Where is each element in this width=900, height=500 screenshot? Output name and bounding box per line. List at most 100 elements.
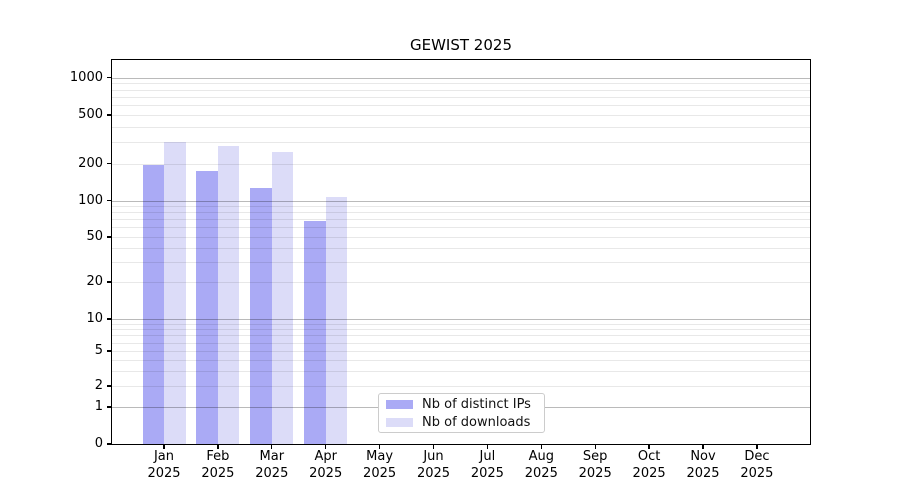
y-tick-label: 2 — [94, 378, 103, 393]
x-tick-label-year: 2025 — [578, 465, 612, 481]
gridline-minor — [112, 386, 810, 387]
x-tick-mark — [540, 444, 542, 449]
legend-label-downloads: Nb of downloads — [422, 414, 531, 430]
bar-jan-downloads — [164, 142, 186, 444]
x-tick-label: Dec 2025 — [726, 449, 788, 482]
legend-entry-downloads: Nb of downloads — [386, 414, 537, 430]
y-tick-label: 20 — [86, 274, 103, 289]
x-tick-label-year: 2025 — [201, 465, 235, 481]
gridline-minor — [112, 212, 810, 214]
x-tick-label-year: 2025 — [309, 465, 343, 481]
y-tick-mark — [106, 114, 111, 116]
y-tick-label: 100 — [78, 192, 103, 208]
y-tick-mark — [106, 76, 111, 79]
gridline-minor — [112, 206, 810, 208]
gridline-major — [112, 319, 810, 320]
y-tick-label: 5 — [94, 343, 103, 358]
gridline-minor — [112, 335, 810, 337]
x-tick-mark — [594, 444, 596, 449]
gridline-minor — [112, 126, 810, 128]
x-tick-mark — [486, 444, 489, 449]
y-tick-label: 1 — [94, 399, 103, 414]
x-tick-mark — [432, 444, 435, 449]
x-tick-label-year: 2025 — [416, 465, 451, 481]
x-tick-label: Feb 2025 — [187, 449, 249, 482]
gridline-minor — [112, 323, 810, 325]
bar-mar-distinct-ips — [250, 188, 272, 444]
x-tick-label: May 2025 — [349, 449, 411, 482]
bar-jan-distinct-ips — [142, 164, 164, 444]
x-tick-mark — [648, 444, 650, 449]
y-tick-mark — [106, 162, 111, 165]
gridline-minor — [112, 342, 810, 344]
x-tick-label: Jul 2025 — [456, 449, 518, 482]
gridline-minor — [112, 351, 810, 352]
x-tick-label: Oct 2025 — [618, 449, 680, 482]
y-tick-mark — [106, 406, 111, 408]
y-tick-mark — [106, 281, 111, 283]
x-tick-label: Jan 2025 — [133, 449, 195, 482]
bar-feb-distinct-ips — [196, 170, 218, 444]
y-tick-label: 500 — [78, 107, 103, 122]
y-tick-label: 50 — [86, 229, 103, 244]
gridline-major — [112, 77, 810, 79]
gridline-minor — [112, 329, 810, 331]
y-tick-label: 10 — [86, 311, 103, 326]
gridline-minor — [112, 219, 810, 221]
legend-swatch-downloads — [386, 417, 413, 427]
bar-apr-downloads — [325, 197, 348, 444]
x-tick-label-year: 2025 — [147, 465, 181, 481]
y-tick-mark — [106, 318, 111, 320]
x-tick-label-year: 2025 — [363, 465, 397, 481]
x-tick-mark — [217, 444, 219, 449]
gridline-minor — [112, 227, 810, 229]
gridline-minor — [112, 89, 810, 91]
x-tick-label: Sep 2025 — [564, 449, 626, 482]
legend-entry-distinct-ips: Nb of distinct IPs — [386, 396, 537, 412]
gridline-minor — [112, 142, 810, 144]
x-tick-label: Aug 2025 — [510, 449, 572, 482]
y-tick-label: 1000 — [69, 69, 103, 85]
x-tick-mark — [163, 444, 165, 449]
plot-area — [112, 60, 810, 444]
y-tick-mark — [106, 443, 111, 445]
legend-swatch-distinct-ips — [386, 399, 413, 409]
x-tick-label: Mar 2025 — [241, 449, 303, 482]
legend: Nb of distinct IPs Nb of downloads — [378, 393, 545, 433]
y-tick-mark — [106, 199, 111, 202]
y-tick-mark — [106, 236, 111, 238]
x-tick-label-year: 2025 — [740, 465, 774, 481]
gridline-minor — [112, 359, 810, 361]
x-tick-label: Jun 2025 — [403, 449, 465, 482]
gridline-minor — [112, 105, 810, 107]
x-tick-label-year: 2025 — [470, 465, 504, 481]
x-tick-mark — [378, 444, 381, 449]
gridline-minor — [112, 282, 810, 283]
x-tick-mark — [271, 444, 273, 449]
y-tick-mark — [106, 385, 111, 387]
x-tick-label-year: 2025 — [686, 465, 720, 481]
gridline-minor — [112, 115, 810, 116]
gridline-minor — [112, 163, 810, 165]
x-tick-label: Apr 2025 — [295, 449, 357, 482]
x-tick-label: Nov 2025 — [672, 449, 734, 482]
gridline-minor — [112, 262, 810, 264]
x-tick-label-year: 2025 — [632, 465, 666, 481]
gridline-minor — [112, 83, 810, 85]
gridline-minor — [112, 96, 810, 98]
x-tick-label-year: 2025 — [524, 465, 558, 481]
x-tick-label-year: 2025 — [255, 465, 289, 481]
gridline-minor — [112, 370, 810, 372]
legend-label-distinct-ips: Nb of distinct IPs — [422, 396, 531, 412]
x-tick-mark — [756, 444, 758, 449]
x-tick-mark — [325, 444, 327, 449]
bar-mar-downloads — [271, 152, 294, 444]
bar-feb-downloads — [217, 145, 240, 444]
y-tick-label: 200 — [78, 155, 103, 171]
gridline-major — [112, 200, 810, 202]
x-tick-mark — [702, 444, 704, 449]
chart-title: GEWIST 2025 — [410, 36, 512, 54]
bar-apr-distinct-ips — [304, 220, 326, 444]
gridline-minor — [112, 237, 810, 238]
